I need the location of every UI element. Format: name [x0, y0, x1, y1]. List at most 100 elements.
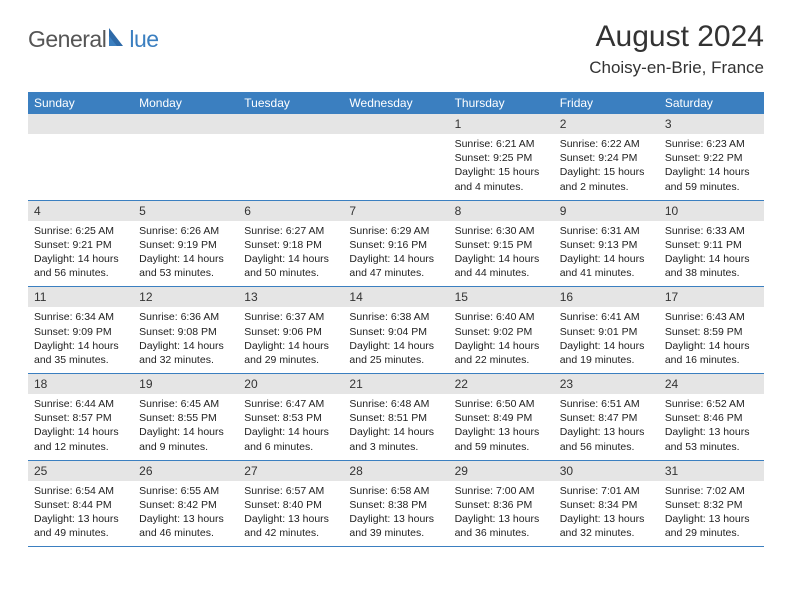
day-line: and 42 minutes.: [244, 526, 337, 540]
day-line: Sunset: 9:24 PM: [560, 151, 653, 165]
day-line: and 9 minutes.: [139, 440, 232, 454]
day-line: and 50 minutes.: [244, 266, 337, 280]
header: General lue August 2024 Choisy-en-Brie, …: [28, 20, 764, 78]
day-line: Sunset: 9:13 PM: [560, 238, 653, 252]
day-line: Sunrise: 6:25 AM: [34, 224, 127, 238]
day-line: Sunset: 9:16 PM: [349, 238, 442, 252]
day-line: Sunrise: 6:23 AM: [665, 137, 758, 151]
week-row: 18192021222324Sunrise: 6:44 AMSunset: 8:…: [28, 374, 764, 461]
day-line: and 12 minutes.: [34, 440, 127, 454]
dayhead: Wednesday: [343, 92, 448, 114]
day-cell: Sunrise: 6:40 AMSunset: 9:02 PMDaylight:…: [449, 307, 554, 373]
day-line: and 56 minutes.: [560, 440, 653, 454]
day-line: Daylight: 14 hours: [34, 425, 127, 439]
day-line: and 35 minutes.: [34, 353, 127, 367]
day-cell: Sunrise: 6:22 AMSunset: 9:24 PMDaylight:…: [554, 134, 659, 200]
day-line: Sunset: 9:15 PM: [455, 238, 548, 252]
day-line: Sunrise: 6:54 AM: [34, 484, 127, 498]
day-line: and 29 minutes.: [665, 526, 758, 540]
day-line: Sunrise: 6:29 AM: [349, 224, 442, 238]
day-line: Daylight: 14 hours: [244, 425, 337, 439]
day-number: 23: [554, 374, 659, 394]
day-number: 9: [554, 201, 659, 221]
day-line: and 4 minutes.: [455, 180, 548, 194]
dayhead: Saturday: [659, 92, 764, 114]
day-number: 16: [554, 287, 659, 307]
day-cell: Sunrise: 6:50 AMSunset: 8:49 PMDaylight:…: [449, 394, 554, 460]
day-line: Sunset: 8:47 PM: [560, 411, 653, 425]
day-line: and 3 minutes.: [349, 440, 442, 454]
day-line: and 53 minutes.: [139, 266, 232, 280]
day-line: Sunset: 8:49 PM: [455, 411, 548, 425]
dayhead: Monday: [133, 92, 238, 114]
week-row: 11121314151617Sunrise: 6:34 AMSunset: 9:…: [28, 287, 764, 374]
day-line: Sunrise: 7:00 AM: [455, 484, 548, 498]
day-line: and 36 minutes.: [455, 526, 548, 540]
day-number: 21: [343, 374, 448, 394]
month-title: August 2024: [589, 20, 764, 54]
day-cell: Sunrise: 6:52 AMSunset: 8:46 PMDaylight:…: [659, 394, 764, 460]
day-line: Sunset: 8:40 PM: [244, 498, 337, 512]
day-number: 4: [28, 201, 133, 221]
day-number: 10: [659, 201, 764, 221]
day-line: Sunset: 8:55 PM: [139, 411, 232, 425]
day-number: 2: [554, 114, 659, 134]
day-line: Sunset: 9:01 PM: [560, 325, 653, 339]
day-number: 1: [449, 114, 554, 134]
day-line: Daylight: 14 hours: [139, 252, 232, 266]
day-line: and 29 minutes.: [244, 353, 337, 367]
day-line: Sunset: 9:08 PM: [139, 325, 232, 339]
dayhead-row: SundayMondayTuesdayWednesdayThursdayFrid…: [28, 92, 764, 114]
day-cell: Sunrise: 6:58 AMSunset: 8:38 PMDaylight:…: [343, 481, 448, 547]
day-number: 11: [28, 287, 133, 307]
logo: General lue: [28, 26, 159, 53]
day-number: 8: [449, 201, 554, 221]
day-line: Sunrise: 6:52 AM: [665, 397, 758, 411]
dayhead: Tuesday: [238, 92, 343, 114]
day-line: Sunrise: 6:22 AM: [560, 137, 653, 151]
daynum-row: 45678910: [28, 201, 764, 221]
day-number: 7: [343, 201, 448, 221]
day-line: Sunrise: 7:02 AM: [665, 484, 758, 498]
day-line: Daylight: 13 hours: [244, 512, 337, 526]
day-line: Sunrise: 6:44 AM: [34, 397, 127, 411]
day-cell: Sunrise: 6:33 AMSunset: 9:11 PMDaylight:…: [659, 221, 764, 287]
day-line: Sunrise: 6:38 AM: [349, 310, 442, 324]
day-cell: Sunrise: 6:54 AMSunset: 8:44 PMDaylight:…: [28, 481, 133, 547]
day-line: Sunset: 8:53 PM: [244, 411, 337, 425]
day-cell: [343, 134, 448, 200]
day-line: Daylight: 14 hours: [139, 425, 232, 439]
location: Choisy-en-Brie, France: [589, 58, 764, 78]
day-line: Sunset: 9:04 PM: [349, 325, 442, 339]
day-cell: Sunrise: 6:25 AMSunset: 9:21 PMDaylight:…: [28, 221, 133, 287]
day-line: Sunset: 8:46 PM: [665, 411, 758, 425]
day-cell: Sunrise: 6:43 AMSunset: 8:59 PMDaylight:…: [659, 307, 764, 373]
day-number: 29: [449, 461, 554, 481]
day-line: Sunrise: 6:47 AM: [244, 397, 337, 411]
day-line: and 44 minutes.: [455, 266, 548, 280]
day-number: 22: [449, 374, 554, 394]
day-line: and 32 minutes.: [560, 526, 653, 540]
day-line: Sunrise: 6:34 AM: [34, 310, 127, 324]
day-cell: Sunrise: 6:34 AMSunset: 9:09 PMDaylight:…: [28, 307, 133, 373]
day-line: Sunset: 8:38 PM: [349, 498, 442, 512]
week-row: 25262728293031Sunrise: 6:54 AMSunset: 8:…: [28, 461, 764, 548]
day-number: 24: [659, 374, 764, 394]
day-number: [238, 114, 343, 134]
day-number: 5: [133, 201, 238, 221]
day-line: Sunrise: 6:41 AM: [560, 310, 653, 324]
day-line: Sunrise: 6:36 AM: [139, 310, 232, 324]
day-number: 15: [449, 287, 554, 307]
daynum-row: 123: [28, 114, 764, 134]
day-cell: Sunrise: 6:38 AMSunset: 9:04 PMDaylight:…: [343, 307, 448, 373]
day-line: Daylight: 13 hours: [455, 425, 548, 439]
day-line: Sunrise: 6:26 AM: [139, 224, 232, 238]
day-number: 13: [238, 287, 343, 307]
day-cell: Sunrise: 6:23 AMSunset: 9:22 PMDaylight:…: [659, 134, 764, 200]
day-line: and 47 minutes.: [349, 266, 442, 280]
day-cell: Sunrise: 7:01 AMSunset: 8:34 PMDaylight:…: [554, 481, 659, 547]
day-line: and 22 minutes.: [455, 353, 548, 367]
title-block: August 2024 Choisy-en-Brie, France: [589, 20, 764, 78]
week-row: 45678910Sunrise: 6:25 AMSunset: 9:21 PMD…: [28, 201, 764, 288]
day-line: Sunrise: 6:37 AM: [244, 310, 337, 324]
